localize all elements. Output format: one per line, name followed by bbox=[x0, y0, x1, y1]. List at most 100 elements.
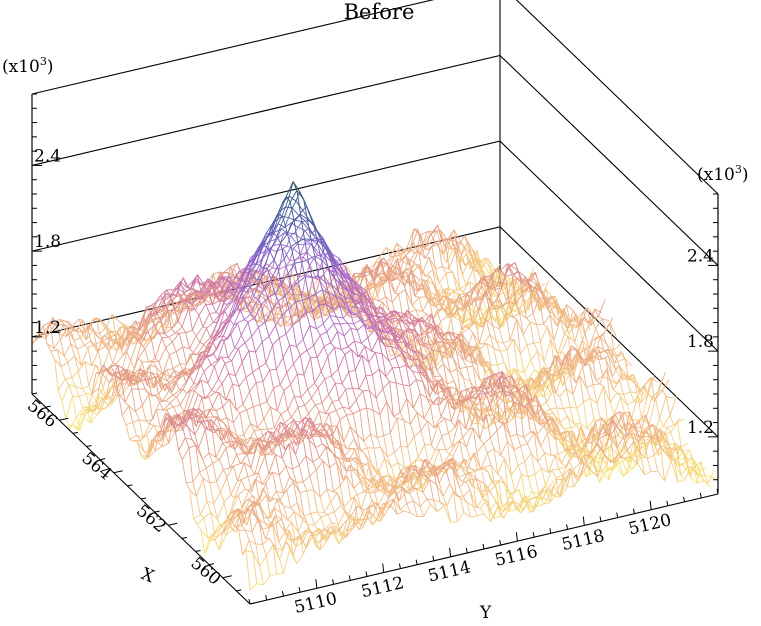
surface-mesh-line bbox=[289, 248, 294, 262]
surface-mesh-line bbox=[139, 419, 147, 422]
surface-mesh-line bbox=[373, 274, 379, 282]
surface-mesh-line bbox=[440, 375, 448, 385]
surface-mesh-line bbox=[487, 259, 493, 274]
surface-mesh-line bbox=[398, 293, 404, 317]
surface-mesh-line bbox=[326, 251, 332, 263]
surface-mesh-line bbox=[295, 220, 302, 222]
surface-mesh-line bbox=[302, 294, 310, 296]
surface-mesh-line bbox=[249, 306, 258, 322]
surface-mesh-line bbox=[104, 335, 109, 339]
surface-mesh-line bbox=[522, 285, 530, 294]
surface-mesh-line bbox=[275, 314, 283, 326]
surface-mesh-line bbox=[342, 317, 348, 324]
surface-mesh-line bbox=[191, 290, 200, 304]
surface-mesh-line bbox=[236, 409, 241, 414]
surface-mesh-line bbox=[221, 322, 226, 324]
surface-mesh-line bbox=[165, 341, 173, 349]
surface-mesh-line bbox=[387, 279, 396, 294]
surface-mesh-line bbox=[150, 372, 158, 376]
surface-mesh-line bbox=[133, 335, 138, 342]
surface-mesh-line bbox=[475, 321, 483, 328]
surface-mesh-line bbox=[255, 245, 264, 265]
surface-mesh-line bbox=[387, 264, 392, 282]
surface-mesh-line bbox=[378, 317, 383, 324]
surface-mesh-line bbox=[69, 424, 74, 428]
surface-mesh-line bbox=[319, 275, 324, 281]
surface-mesh-line bbox=[168, 354, 174, 370]
surface-mesh-line bbox=[276, 317, 282, 327]
surface-mesh-line bbox=[104, 404, 109, 409]
surface-mesh-line bbox=[404, 313, 412, 321]
surface-mesh-line bbox=[396, 258, 402, 276]
surface-mesh-line bbox=[198, 408, 204, 413]
surface-mesh-line bbox=[499, 328, 504, 344]
surface-mesh-line bbox=[317, 244, 325, 255]
surface-mesh-line bbox=[116, 355, 124, 364]
surface-mesh-line bbox=[332, 309, 337, 317]
surface-mesh-line bbox=[223, 266, 231, 273]
surface-mesh-line bbox=[286, 245, 294, 249]
surface-mesh-line bbox=[192, 359, 200, 368]
surface-mesh-line bbox=[249, 286, 255, 297]
surface-mesh-line bbox=[95, 371, 100, 374]
surface-mesh-line bbox=[212, 406, 217, 412]
surface-mesh-line bbox=[173, 281, 181, 291]
surface-mesh-line bbox=[201, 296, 207, 305]
surface-mesh-line bbox=[211, 285, 216, 296]
surface-mesh-line bbox=[203, 285, 211, 292]
surface-mesh-line bbox=[432, 269, 437, 290]
surface-mesh-line bbox=[457, 308, 462, 330]
surface-mesh-line bbox=[461, 300, 469, 330]
surface-mesh-line bbox=[338, 291, 346, 300]
surface-mesh-line bbox=[349, 316, 356, 318]
surface-mesh-line bbox=[257, 288, 265, 300]
surface-mesh-line bbox=[210, 364, 215, 367]
surface-mesh-line bbox=[253, 404, 261, 408]
surface-mesh-line bbox=[410, 229, 419, 250]
surface-mesh-line bbox=[461, 241, 469, 256]
surface-mesh-line bbox=[398, 319, 406, 324]
surface-mesh-line bbox=[550, 339, 559, 355]
surface-mesh-line bbox=[478, 294, 484, 308]
surface-mesh-line bbox=[472, 268, 480, 273]
surface-mesh-line bbox=[407, 345, 415, 350]
surface-mesh-line bbox=[281, 308, 290, 316]
surface-mesh-line bbox=[448, 268, 454, 273]
surface-mesh-line bbox=[332, 305, 340, 310]
surface-mesh-line bbox=[279, 265, 287, 270]
surface-mesh-line bbox=[239, 296, 244, 299]
surface-mesh-line bbox=[189, 368, 197, 377]
surface-mesh-line bbox=[414, 282, 423, 297]
surface-mesh-line bbox=[156, 408, 164, 411]
surface-mesh-line bbox=[217, 378, 223, 384]
surface-mesh-line bbox=[573, 350, 579, 358]
surface-mesh-line bbox=[320, 266, 328, 270]
surface-mesh-line bbox=[286, 219, 295, 234]
surface-mesh-line bbox=[222, 406, 228, 418]
surface-mesh-line bbox=[380, 260, 386, 274]
surface-mesh-line bbox=[241, 350, 250, 363]
surface-mesh-line bbox=[354, 299, 359, 304]
surface-mesh-line bbox=[179, 363, 187, 365]
surface-mesh-line bbox=[397, 249, 405, 253]
surface-mesh-line bbox=[91, 364, 96, 367]
surface-mesh-line bbox=[179, 393, 188, 406]
surface-mesh-line bbox=[322, 323, 328, 332]
surface-mesh-line bbox=[79, 417, 85, 431]
surface-mesh-line bbox=[563, 308, 568, 328]
surface-mesh-line bbox=[231, 348, 239, 362]
surface-mesh-line bbox=[443, 307, 448, 317]
surface-mesh-line bbox=[263, 240, 271, 246]
surface-mesh-line bbox=[273, 384, 281, 389]
surface-mesh-line bbox=[532, 291, 541, 311]
surface-mesh-line bbox=[353, 323, 358, 331]
surface-mesh-line bbox=[460, 298, 465, 308]
surface-mesh-line bbox=[191, 394, 199, 413]
surface-mesh-line bbox=[288, 281, 296, 289]
surface-mesh-line bbox=[242, 273, 250, 291]
surface-mesh-line bbox=[57, 349, 65, 357]
surface-mesh-line bbox=[168, 381, 177, 391]
surface-mesh-line bbox=[404, 275, 409, 287]
surface-mesh-line bbox=[267, 297, 276, 307]
surface-mesh-line bbox=[415, 309, 421, 321]
